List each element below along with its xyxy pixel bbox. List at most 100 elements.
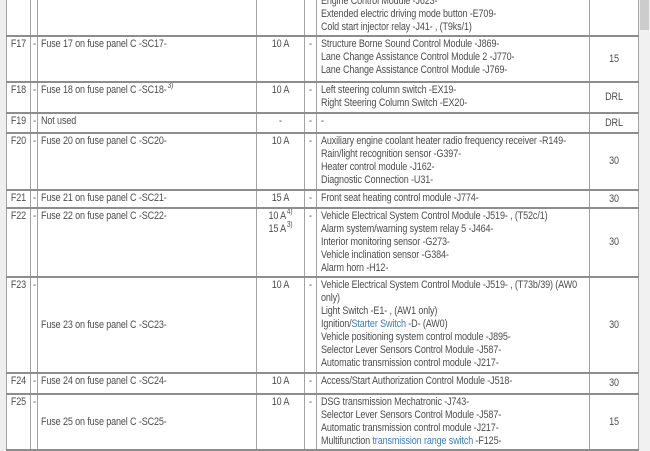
- dash: -: [33, 279, 37, 291]
- consumer-text: Rain/light recognition sensor -G397-: [321, 148, 461, 160]
- table-row: F21- Fuse 21 on fuse panel C -SC21- 15 A-F…: [6, 190, 639, 208]
- dash-cell: -: [30, 208, 38, 277]
- dash-cell: -: [304, 36, 317, 82]
- consumers-cell: Vehicle Electrical System Control Module…: [316, 208, 590, 277]
- consumer-line: Light Switch -E1- , (AW1 only): [321, 305, 539, 318]
- fuse-id-cell: F19: [6, 113, 31, 133]
- fuse-name-line: Fuse 17 on fuse panel C -SC17-: [41, 38, 216, 51]
- fuse-assignment-table: Engine Control Module -J623- Extended ele…: [6, 0, 639, 451]
- fuse-name: Fuse 18 on fuse panel C -SC18-: [41, 84, 167, 96]
- consumer-line: Rain/light recognition sensor -G397-: [321, 148, 539, 161]
- consumers-cell: Engine Control Module -J623- Extended ele…: [316, 0, 590, 36]
- fuse-name: Fuse 22 on fuse panel C -SC22-: [41, 210, 167, 222]
- amp-rating-line: -: [263, 115, 298, 128]
- fuse-name-cell: Fuse 21 on fuse panel C -SC21-: [37, 190, 257, 208]
- dash-cell: [304, 0, 317, 36]
- consumer-line: Lane Change Assistance Control Module 2 …: [321, 51, 539, 64]
- terminal-value-cell: 30: [589, 190, 639, 208]
- vertical-scrollbar[interactable]: [639, 0, 650, 451]
- consumer-line: Automatic transmission control module -J…: [321, 357, 539, 370]
- fuse-name-cell: Not used: [37, 113, 257, 133]
- terminal-value: 30: [609, 236, 619, 248]
- scrollbar-thumb[interactable]: [640, 0, 649, 30]
- amp-rating-cell: 10 A4) 15 A3): [256, 208, 305, 277]
- fuse-name-line: Fuse 18 on fuse panel C -SC18-3): [41, 82, 216, 97]
- consumer-text: -D- (AW0): [405, 318, 448, 330]
- consumer-line: Lane Change Assistance Control Module -J…: [321, 64, 539, 77]
- consumers-wrap: -: [321, 115, 587, 128]
- fuse-id-cell: F24: [6, 373, 31, 394]
- dash: -: [309, 210, 312, 222]
- consumer-line: Heater control module -J162-: [321, 161, 539, 174]
- consumer-line: Front seat heating control module -J774-: [321, 192, 539, 205]
- terminal-value-cell: 30: [589, 277, 639, 373]
- consumer-text: only): [321, 292, 340, 304]
- fuse-id: F23: [10, 279, 27, 291]
- amp-rating-cell: 10 A: [256, 133, 305, 190]
- consumers-wrap: Structure Borne Sound Control Module -J8…: [321, 38, 587, 77]
- consumer-line: only): [321, 292, 539, 305]
- consumer-text: Ignition/: [321, 318, 352, 330]
- table-row: F19- Not used - - - DRL: [6, 113, 639, 133]
- fuse-id-cell: F18: [6, 82, 31, 113]
- dash: -: [33, 115, 37, 127]
- amp-rating: 10 A: [271, 135, 290, 147]
- dash: -: [309, 396, 312, 408]
- consumer-text: Vehicle Electrical System Control Module…: [321, 279, 577, 291]
- table-row: F18- Fuse 18 on fuse panel C -SC18-3) 10 A…: [6, 82, 639, 113]
- fuse-name: Not used: [41, 115, 77, 127]
- fuse-name: Fuse 24 on fuse panel C -SC24-: [41, 375, 167, 387]
- fuse-name-line: Fuse 20 on fuse panel C -SC20-: [41, 135, 216, 148]
- terminal-value: 30: [609, 318, 619, 331]
- fuse-id: F25: [10, 396, 27, 408]
- component-link[interactable]: transmission range switch: [372, 435, 474, 447]
- fuse-name-cell: Fuse 17 on fuse panel C -SC17-: [37, 36, 257, 82]
- dash-cell: -: [304, 82, 317, 113]
- amp-rating: -: [279, 115, 282, 127]
- fuse-name-cell: Fuse 24 on fuse panel C -SC24-: [37, 373, 257, 394]
- consumer-text: Vehicle inclination sensor -G384-: [321, 249, 449, 261]
- component-link[interactable]: Starter Switch: [351, 318, 406, 330]
- consumer-line: Ignition/Starter Switch -D- (AW0): [321, 318, 539, 331]
- consumer-line: Alarm horn -H12-: [321, 262, 539, 275]
- dash: -: [33, 38, 37, 50]
- fuse-name-cell: Fuse 25 on fuse panel C -SC25-: [37, 394, 257, 450]
- amp-rating-cell: -: [256, 113, 305, 133]
- dash: -: [309, 135, 312, 147]
- dash: -: [309, 38, 312, 50]
- fuse-id: F19: [10, 115, 27, 127]
- fuse-id-cell: F17: [6, 36, 31, 82]
- table-row: F22- Fuse 22 on fuse panel C -SC22- 10 A4)…: [6, 208, 639, 277]
- dash-cell: -: [304, 373, 317, 394]
- fuse-name-line: Fuse 23 on fuse panel C -SC23-: [41, 319, 216, 332]
- table-row: Engine Control Module -J623- Extended ele…: [6, 0, 639, 36]
- dash-cell: -: [30, 394, 38, 450]
- amp-rating: 10 A: [271, 279, 290, 291]
- terminal-value: 15: [609, 52, 619, 65]
- fuse-name-line: Fuse 22 on fuse panel C -SC22-: [41, 210, 216, 223]
- consumers-cell: Front seat heating control module -J774-: [316, 190, 590, 208]
- consumer-text: Lane Change Assistance Control Module 2 …: [321, 51, 515, 63]
- dash-cell: -: [30, 190, 38, 208]
- consumer-text: -: [321, 115, 324, 127]
- consumers-wrap: Access/Start Authorization Control Modul…: [321, 375, 587, 388]
- consumers-cell: DSG transmission Mechatronic -J743- Selec…: [316, 394, 590, 450]
- fuse-name: Fuse 23 on fuse panel C -SC23-: [41, 318, 167, 331]
- consumer-line: -: [321, 115, 539, 128]
- fuse-name: Fuse 25 on fuse panel C -SC25-: [41, 415, 167, 428]
- footnote-ref: 4): [286, 208, 293, 217]
- fuse-name-line: Not used: [41, 115, 216, 128]
- fuse-name: Fuse 20 on fuse panel C -SC20-: [41, 135, 167, 147]
- consumers-wrap: Front seat heating control module -J774-: [321, 192, 587, 205]
- amp-rating-line: 15 A3): [263, 221, 298, 236]
- consumer-text: Auxiliary engine coolant heater radio fr…: [321, 135, 566, 147]
- consumer-text: Automatic transmission control module -J…: [321, 422, 499, 434]
- consumer-line: Extended electric driving mode button -E…: [321, 8, 539, 21]
- consumer-line: Vehicle inclination sensor -G384-: [321, 249, 539, 262]
- fuse-id: F17: [10, 38, 27, 50]
- fuse-id-cell: [6, 0, 31, 36]
- amp-rating-line: 10 A: [263, 375, 298, 388]
- dash-cell: -: [30, 133, 38, 190]
- consumer-line: Auxiliary engine coolant heater radio fr…: [321, 135, 566, 148]
- terminal-value: DRL: [605, 116, 623, 129]
